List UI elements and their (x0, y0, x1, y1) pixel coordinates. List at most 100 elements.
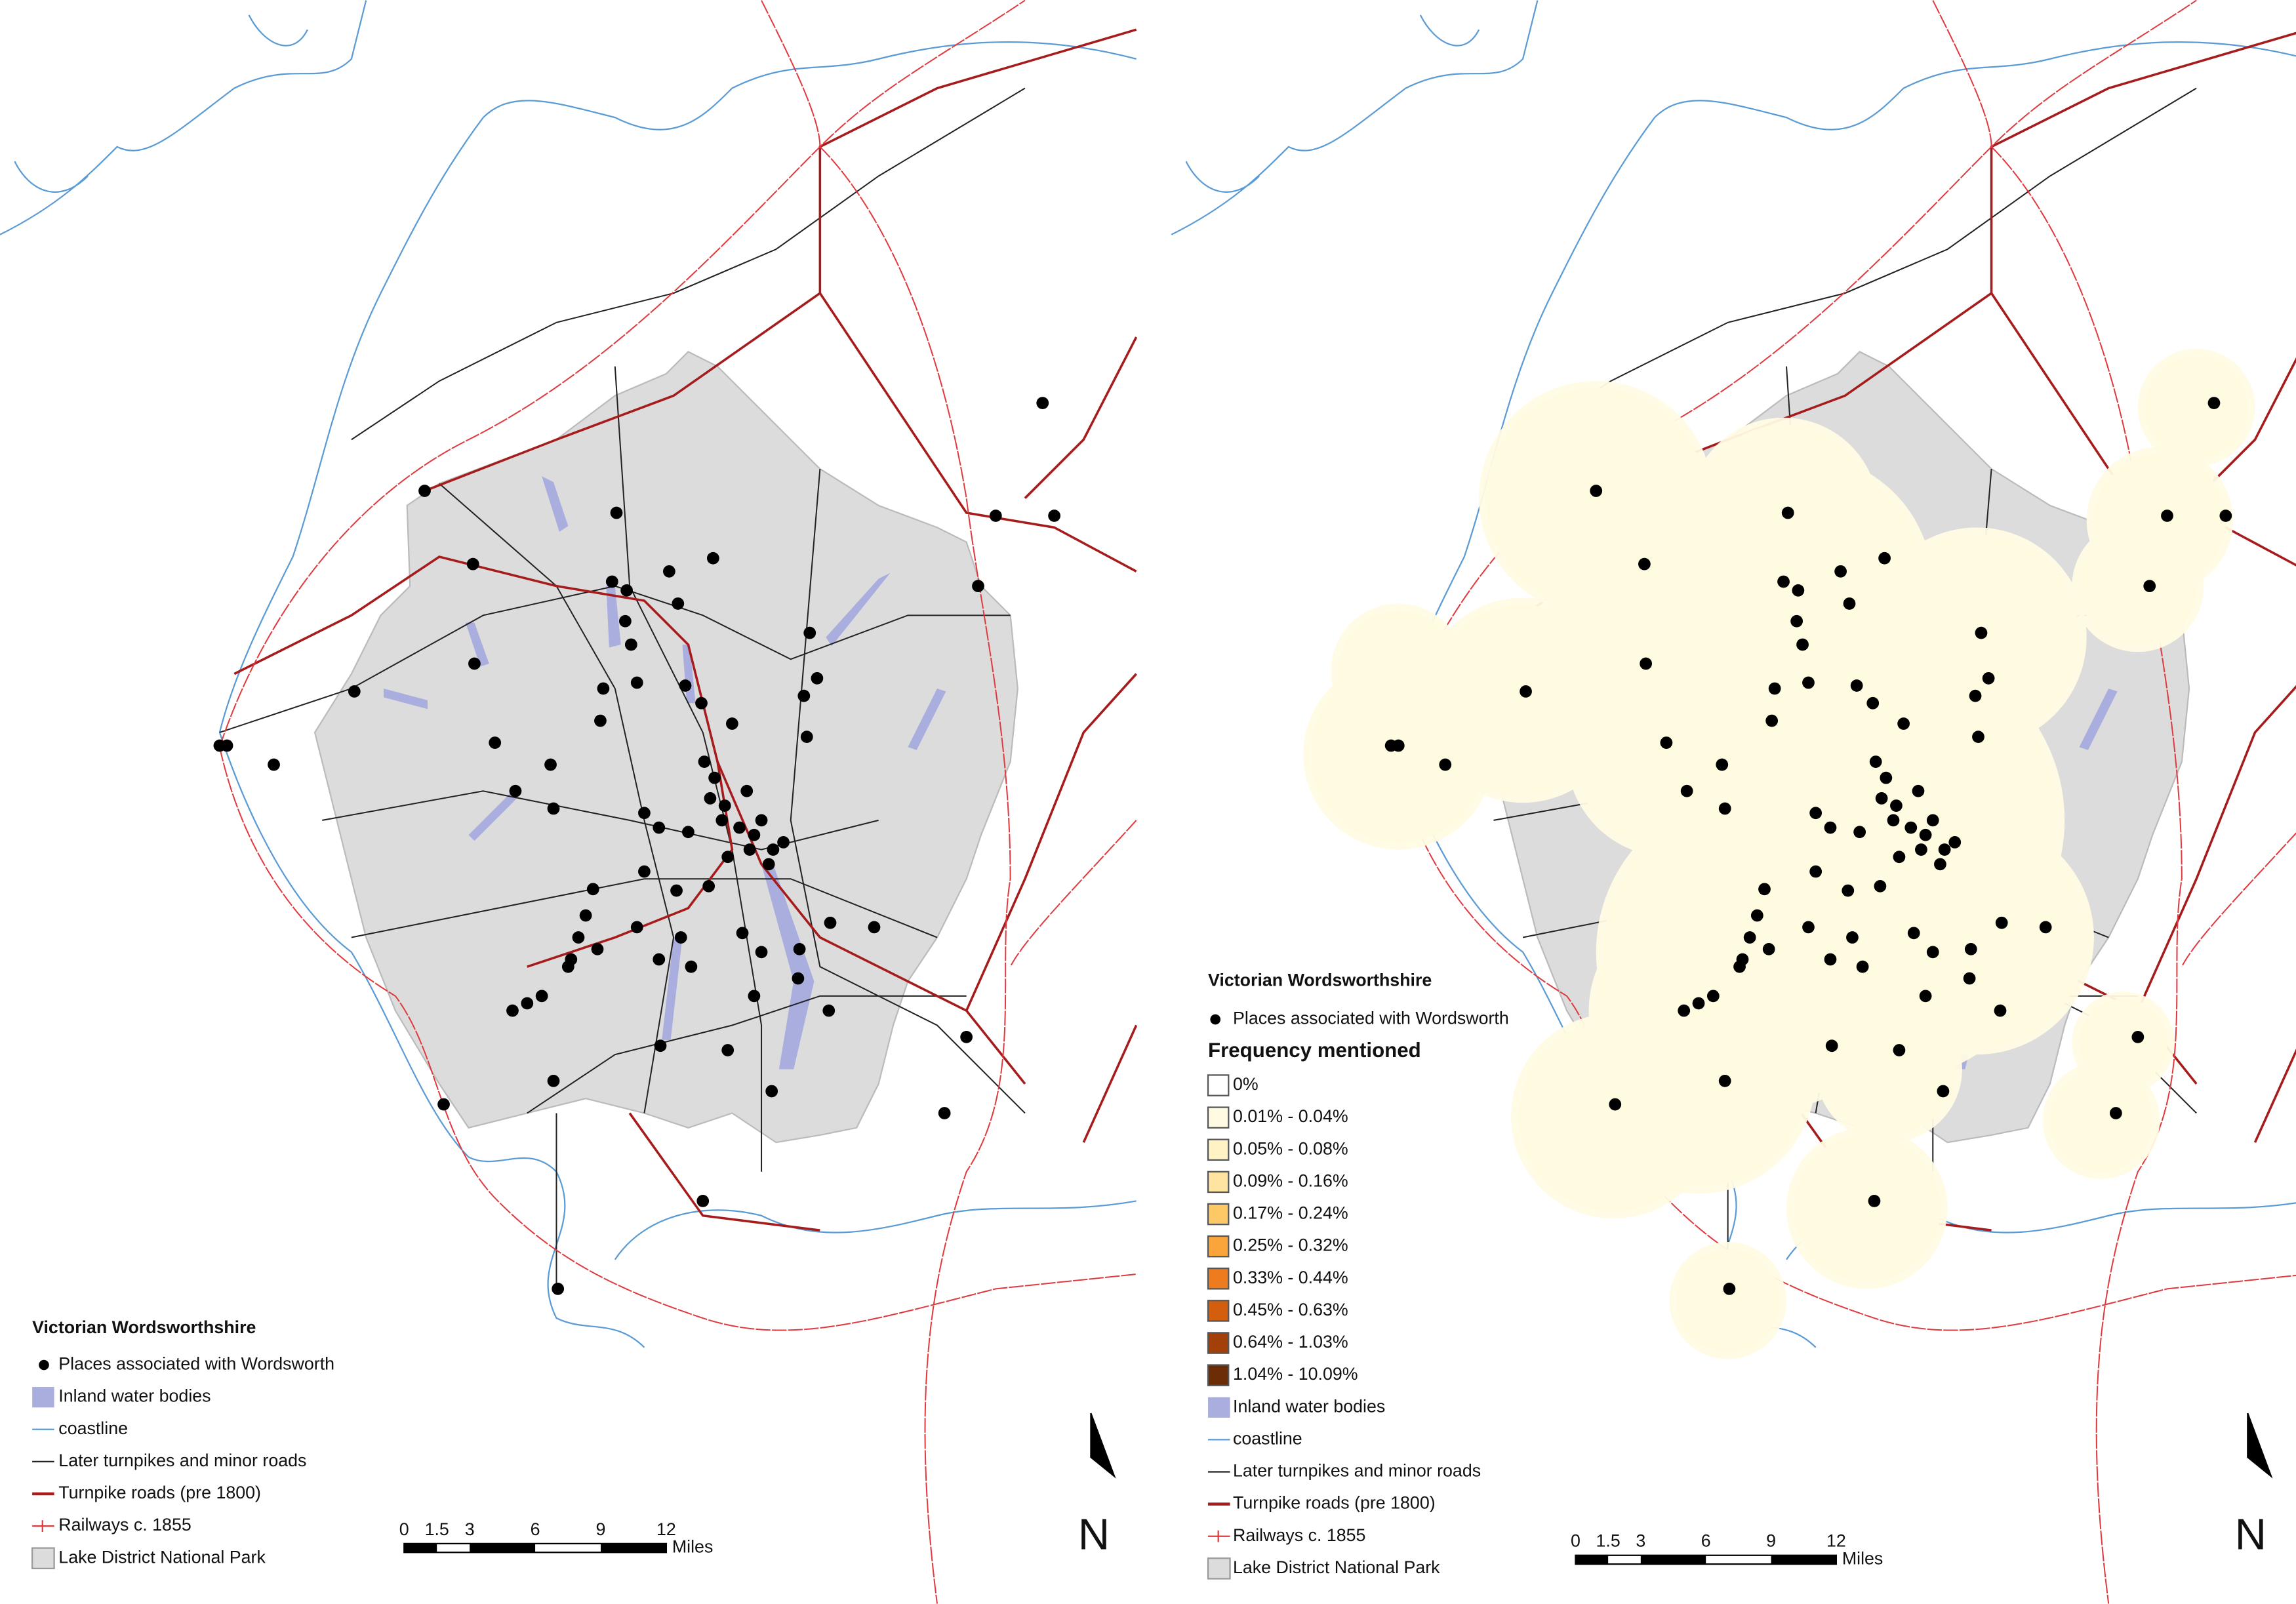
heat-zone (1815, 995, 1962, 1143)
right-map (1170, 0, 2296, 1604)
place-dot (1660, 736, 1673, 749)
place-dot (1590, 485, 1603, 497)
place-dot (740, 784, 754, 797)
place-dot (1972, 731, 1984, 744)
place-dot (1638, 557, 1651, 571)
place-dot (1934, 858, 1946, 871)
place-dot (1850, 679, 1863, 692)
legend-class-swatch (1207, 1074, 1230, 1096)
place-dot (638, 865, 651, 878)
place-dot (767, 843, 780, 856)
place-dot (1765, 714, 1779, 727)
place-dot (1036, 397, 1049, 409)
place-dot (800, 731, 813, 744)
legend-class-swatch (1207, 1300, 1230, 1322)
legend-label: Inland water bodies (1233, 1396, 1385, 1416)
scale-label: 12 (1826, 1531, 1846, 1551)
place-dot (1609, 1098, 1622, 1111)
place-dot (586, 883, 599, 896)
place-dot (1790, 614, 1803, 628)
north-label: N (1078, 1510, 1110, 1559)
place-dot (1834, 565, 1847, 578)
place-dot (755, 946, 768, 959)
place-dot (1640, 657, 1653, 670)
place-dot (1982, 672, 1995, 685)
legend-label: Lake District National Park (58, 1547, 266, 1567)
place-dot (743, 843, 756, 856)
place-dot (704, 792, 717, 805)
place-dot (733, 821, 746, 834)
place-dot (2207, 397, 2221, 409)
place-dot (1843, 597, 1856, 610)
place-dot (1743, 931, 1756, 944)
place-dot (1809, 865, 1823, 878)
place-dot (755, 814, 768, 827)
legend-class-swatch (1207, 1332, 1230, 1354)
place-dot (1964, 943, 1977, 955)
place-dot (1904, 821, 1918, 834)
legend-label: 0.33% - 0.44% (1233, 1268, 1348, 1287)
place-dot (1878, 551, 1891, 565)
heat-zone (1303, 659, 1494, 850)
place-dot (466, 557, 479, 571)
place-dot (468, 657, 481, 670)
place-dot (2109, 1107, 2122, 1119)
legend-label: 0% (1233, 1074, 1259, 1094)
place-dot (1875, 792, 1888, 805)
scale-unit: Miles (672, 1537, 714, 1557)
place-dot (672, 597, 685, 610)
place-dot (1969, 689, 1982, 702)
place-dot (624, 638, 637, 651)
legend-label: 0.05% - 0.08% (1233, 1138, 1348, 1158)
legend-label: Later turnpikes and minor roads (58, 1451, 306, 1470)
place-dot (1718, 1074, 1731, 1087)
place-dot (1824, 953, 1837, 966)
scale-unit: Miles (1842, 1549, 1883, 1569)
legend-label: 0.25% - 0.32% (1233, 1235, 1348, 1255)
place-dot (2131, 1030, 2145, 1043)
place-dot (1897, 717, 1910, 730)
place-dot (682, 826, 695, 839)
place-dot (653, 821, 666, 834)
place-dot (509, 784, 522, 797)
place-dot (597, 682, 610, 695)
place-dot (1678, 1004, 1691, 1017)
place-dot (811, 672, 824, 685)
scale-label: 6 (531, 1519, 540, 1539)
scale-segment (600, 1543, 666, 1553)
place-dot (868, 921, 881, 934)
legend-water (1208, 1397, 1230, 1418)
heat-zone (1786, 1127, 1948, 1289)
place-dot (1520, 685, 1532, 698)
place-dot (544, 758, 557, 771)
legend-dot (39, 1359, 49, 1371)
place-dot (960, 1030, 973, 1043)
place-dot (1802, 676, 1815, 689)
scale-label: 3 (1636, 1531, 1645, 1551)
place-dot (535, 990, 548, 1003)
place-dot (2143, 580, 2156, 593)
place-dot (679, 679, 692, 692)
legend-class-swatch (1207, 1235, 1230, 1258)
scale-label: 1.5 (425, 1519, 449, 1539)
place-dot (1853, 826, 1866, 839)
place-dot (521, 997, 534, 1010)
place-dot (220, 739, 233, 752)
place-dot (1926, 814, 1939, 827)
place-dot (695, 696, 708, 710)
place-dot (696, 1195, 710, 1207)
place-dot (663, 565, 675, 578)
place-dot (726, 717, 738, 730)
place-dot (1926, 946, 1939, 959)
place-dot (736, 927, 749, 940)
legend-label: 0.64% - 1.03% (1233, 1332, 1348, 1352)
place-dot (1792, 584, 1805, 597)
scale-label: 6 (1701, 1531, 1711, 1551)
place-dot (674, 931, 687, 944)
place-dot (1824, 821, 1837, 834)
scale-segment (470, 1543, 536, 1553)
legend-title: Victorian Wordsworthshire (1208, 971, 1432, 990)
place-dot (620, 584, 634, 597)
place-dot (506, 1004, 519, 1017)
